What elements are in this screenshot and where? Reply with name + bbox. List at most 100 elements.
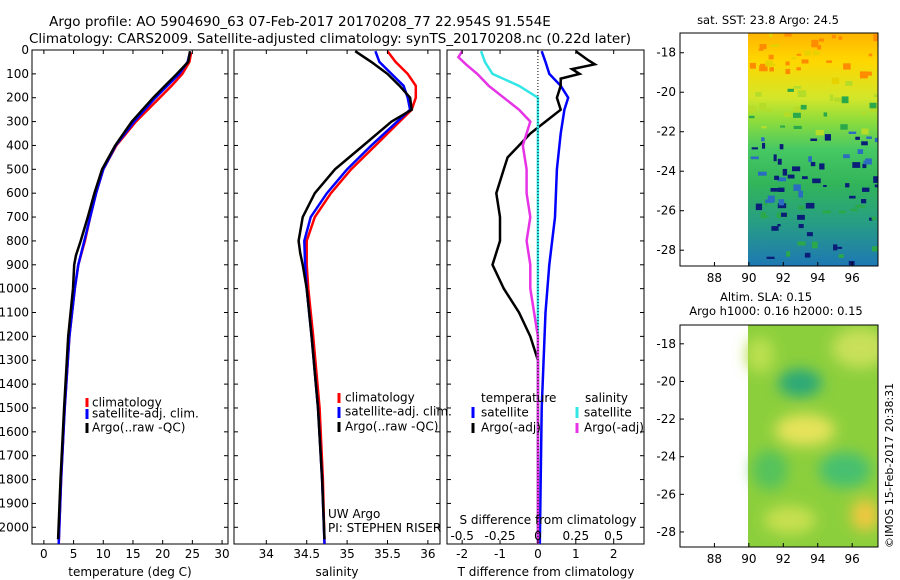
sst-pixel: [793, 125, 802, 129]
figure-title-line2: Climatology: CARS2009. Satellite-adjuste…: [29, 31, 631, 47]
difference-panel: [446, 49, 645, 545]
diff-legend-s-argo: Argo(-adj): [584, 421, 644, 435]
sal-xlabel: salinity: [315, 565, 358, 579]
map-y-tick-label: -22: [656, 125, 676, 139]
diff-legend-s-satellite: satellite: [584, 406, 632, 420]
sst-pixel: [796, 67, 801, 71]
diff-legend-title-salinity: salinity: [585, 391, 628, 405]
x-tick-label-s: -0.25: [485, 529, 516, 543]
diff-xlabel-top: S difference from climatology: [460, 513, 637, 527]
sst-pixel: [769, 33, 773, 38]
sst-pixel: [749, 62, 756, 69]
map-y-tick-label: -20: [656, 85, 676, 99]
sst-pixel: [797, 241, 806, 246]
map-x-tick-label: 88: [707, 552, 722, 566]
sst-pixel: [808, 156, 812, 162]
sst-map-panel: [679, 32, 879, 267]
sst-pixel: [800, 104, 807, 110]
sst-pixel: [765, 199, 774, 203]
sst-pixel: [755, 203, 763, 211]
sst-pixel: [778, 199, 785, 206]
map-y-tick-label: -22: [656, 412, 676, 426]
sst-pixel: [857, 149, 864, 154]
sst-pixel: [787, 174, 795, 179]
x-tick-label-s: 0: [534, 529, 542, 543]
sal-annotation-pi: PI: STEPHEN RISER: [328, 521, 441, 535]
diff-legend-title-temperature: temperature: [481, 391, 556, 405]
series-line-argo-raw-qc-: [297, 50, 414, 540]
sst-pixel: [770, 44, 780, 48]
sst-pixel: [852, 162, 861, 168]
sst-pixel: [840, 124, 848, 130]
series-line-t-satellite: [538, 50, 570, 545]
x-tick-label-t: 1: [572, 547, 580, 561]
sst-pixel: [758, 171, 767, 176]
sst-pixel: [755, 92, 762, 97]
x-tick-label: 34: [259, 547, 274, 561]
y-tick-label: 700: [6, 210, 29, 224]
sst-pixel: [838, 210, 846, 214]
sst-pixel: [859, 71, 868, 79]
y-tick-label: 300: [6, 115, 29, 129]
map-y-tick-label: -20: [656, 374, 676, 388]
y-tick-label: 1600: [0, 425, 29, 439]
sst-pixel: [776, 212, 781, 218]
diff-legend-t-argo: Argo(-adj): [481, 421, 541, 435]
sst-pixel: [777, 224, 781, 227]
sst-pixel: [782, 168, 788, 176]
sst-pixel: [843, 154, 850, 159]
sla-map-panel: [679, 324, 879, 548]
sst-pixel: [838, 254, 844, 258]
sst-pixel: [780, 125, 786, 128]
sst-pixel: [831, 77, 840, 84]
sst-map-title: sat. SST: 23.8 Argo: 24.5: [697, 13, 839, 27]
sst-pixel: [777, 158, 782, 165]
salinity-legend: climatology satellite-adj. clim. Argo(..…: [337, 391, 452, 434]
sst-pixel: [805, 202, 815, 209]
sst-pixel: [798, 205, 805, 210]
sst-pixel: [834, 246, 843, 249]
sst-pixel: [759, 44, 767, 50]
temp-legend-argo: Argo(..raw -QC): [92, 421, 185, 435]
sst-pixel: [766, 256, 775, 259]
sst-pixel: [822, 210, 831, 214]
sst-pixel: [783, 112, 792, 117]
y-tick-label: 1300: [0, 353, 29, 367]
sst-pixel: [848, 131, 857, 134]
x-tick-label-t: 2: [610, 547, 618, 561]
sst-pixel: [785, 61, 790, 66]
sst-pixel: [871, 216, 876, 221]
sst-pixel: [793, 112, 801, 118]
sst-pixel: [865, 71, 872, 76]
sst-pixel: [829, 94, 834, 101]
map-y-tick-label: -26: [656, 204, 676, 218]
x-tick-label: 10: [96, 547, 111, 561]
map-x-tick-label: 90: [741, 271, 756, 285]
sst-pixel: [784, 33, 792, 37]
sst-pixel: [823, 112, 828, 117]
sst-pixel: [761, 126, 767, 129]
sst-pixel: [793, 184, 801, 191]
sst-pixel: [819, 38, 825, 42]
sst-pixel: [843, 63, 851, 70]
sst-pixel: [780, 212, 787, 217]
sst-pixel: [792, 166, 801, 172]
x-tick-label: 30: [214, 547, 229, 561]
sst-pixel: [765, 60, 773, 67]
x-tick-label: 36: [420, 547, 435, 561]
sst-pixel: [850, 208, 858, 212]
sal-legend-satellite: satellite-adj. clim.: [345, 405, 452, 419]
y-tick-label: 400: [6, 138, 29, 152]
map-x-tick-label: 88: [707, 271, 722, 285]
sst-pixel: [810, 162, 816, 167]
y-tick-label: 200: [6, 91, 29, 105]
temperature-legend: climatology satellite-adj. clim. Argo(..…: [85, 396, 199, 435]
sla-map-title-line2: Argo h1000: 0.16 h2000: 0.15: [689, 304, 862, 318]
sst-pixel: [802, 176, 808, 180]
credit-text: ©IMOS 15-Feb-2017 20:38:31: [883, 383, 896, 548]
map-y-tick-label: -24: [656, 450, 676, 464]
sst-pixel: [771, 226, 779, 231]
sst-pixel: [863, 160, 871, 165]
sst-pixel: [841, 96, 849, 104]
y-tick-label: 1400: [0, 377, 29, 391]
